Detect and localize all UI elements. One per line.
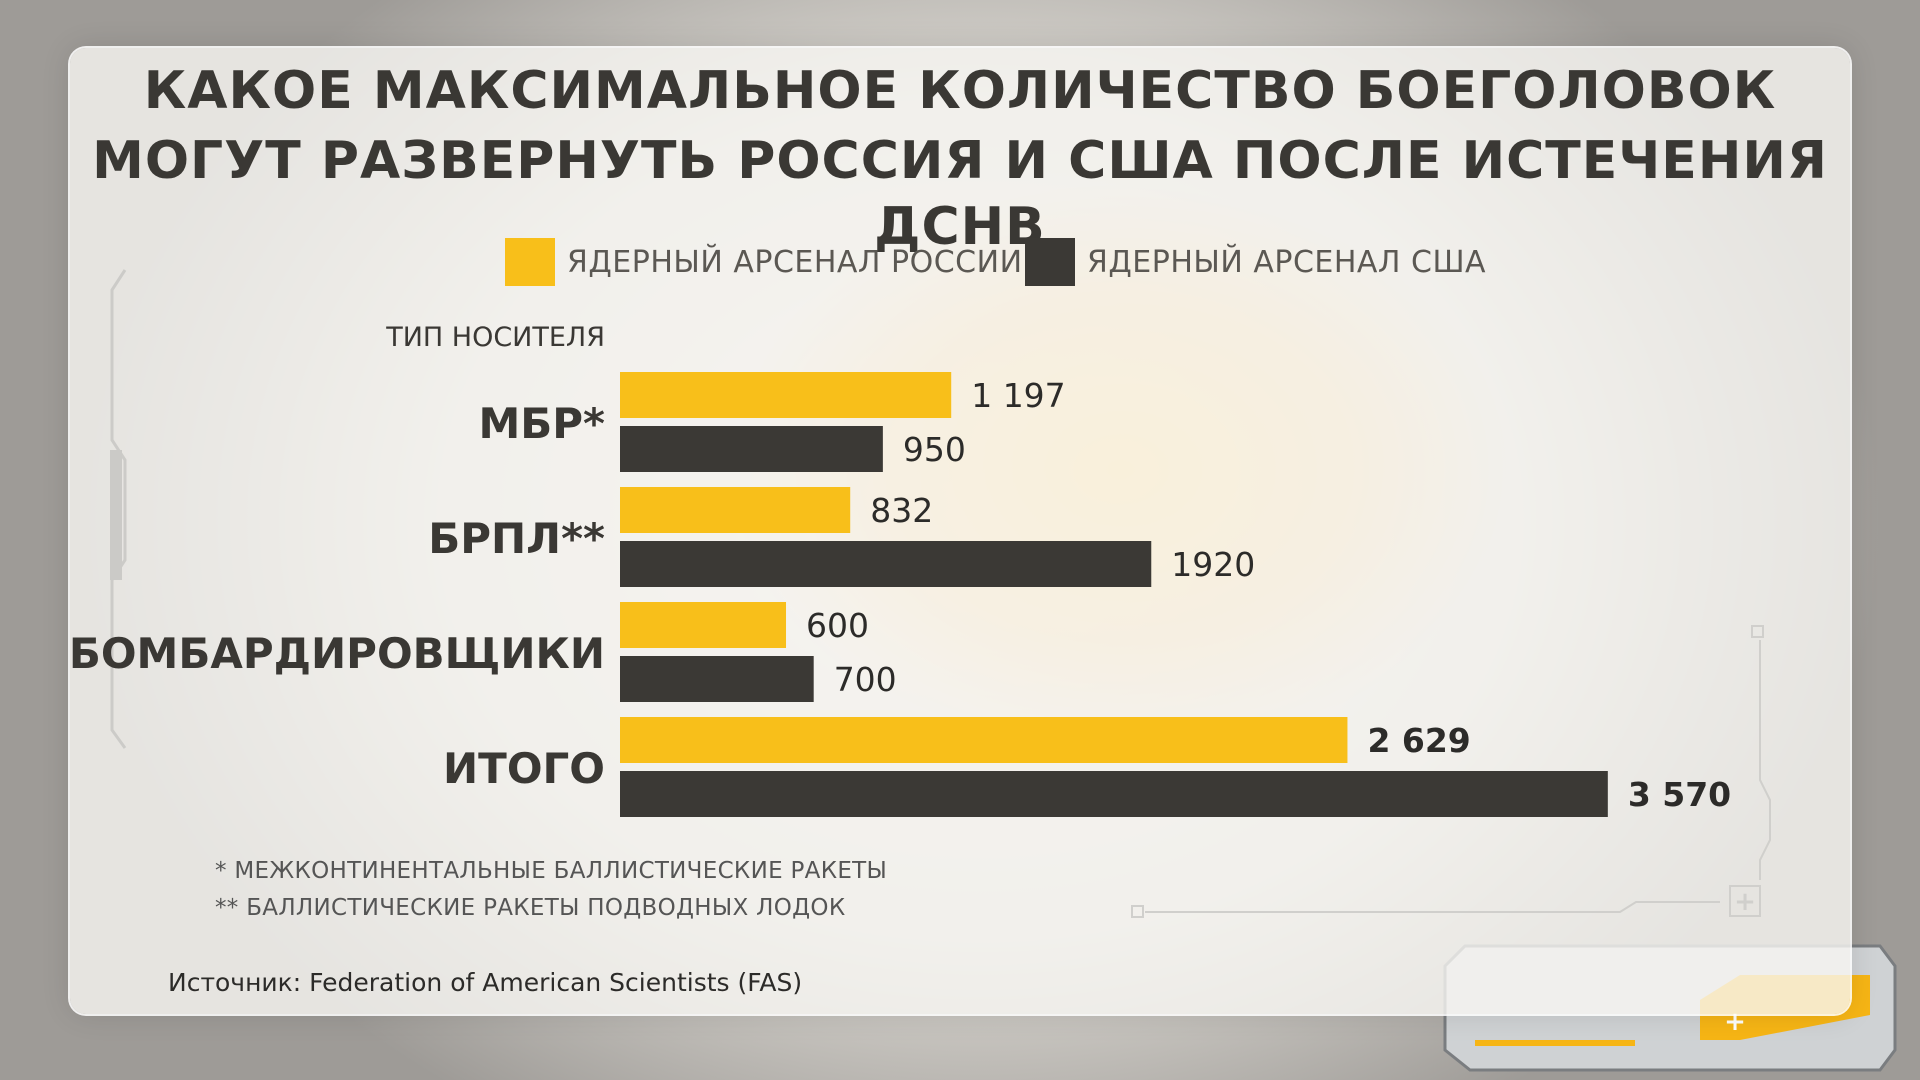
footnote-icbm: * МЕЖКОНТИНЕНТАЛЬНЫЕ БАЛЛИСТИЧЕСКИЕ РАКЕ… xyxy=(215,858,888,884)
chart-panel xyxy=(70,48,1850,1014)
bar-usa xyxy=(620,656,814,702)
bar-russia xyxy=(620,602,787,648)
bar-usa xyxy=(620,541,1152,587)
y-axis-title: ТИП НОСИТЕЛЯ xyxy=(386,322,605,353)
bar-russia xyxy=(620,487,851,533)
value-label-usa: 1920 xyxy=(1171,545,1255,584)
value-label-usa: 700 xyxy=(834,660,897,699)
category-label: МБР* xyxy=(478,399,605,448)
chart-title-line-1: КАКОЕ МАКСИМАЛЬНОЕ КОЛИЧЕСТВО БОЕГОЛОВОК xyxy=(143,61,1777,121)
category-label: БОМБАРДИРОВЩИКИ xyxy=(69,629,605,678)
value-label-usa: 950 xyxy=(903,430,966,469)
value-label-russia: 2 629 xyxy=(1367,721,1470,760)
legend-russia-label: ЯДЕРНЫЙ АРСЕНАЛ РОССИИ xyxy=(567,244,1023,280)
bar-russia xyxy=(620,717,1348,763)
bar-russia xyxy=(620,372,952,418)
legend-usa: ЯДЕРНЫЙ АРСЕНАЛ США xyxy=(1025,238,1486,286)
chart-title-line-2: МОГУТ РАЗВЕРНУТЬ РОССИЯ И США ПОСЛЕ ИСТЕ… xyxy=(92,131,1828,257)
legend-russia-swatch xyxy=(505,238,555,286)
value-label-russia: 600 xyxy=(806,606,869,645)
bar-usa xyxy=(620,771,1608,817)
source-credit: Источник: Federation of American Scienti… xyxy=(168,968,803,997)
legend-russia: ЯДЕРНЫЙ АРСЕНАЛ РОССИИ xyxy=(505,238,1023,286)
category-label: ИТОГО xyxy=(443,744,605,793)
value-label-russia: 1 197 xyxy=(971,376,1065,415)
footnote-slbm: ** БАЛЛИСТИЧЕСКИЕ РАКЕТЫ ПОДВОДНЫХ ЛОДОК xyxy=(215,895,846,921)
legend-usa-label: ЯДЕРНЫЙ АРСЕНАЛ США xyxy=(1087,244,1487,280)
value-label-usa: 3 570 xyxy=(1628,775,1731,814)
legend-usa-swatch xyxy=(1025,238,1075,286)
bar-usa xyxy=(620,426,883,472)
value-label-russia: 832 xyxy=(870,491,933,530)
category-label: БРПЛ** xyxy=(428,514,605,563)
